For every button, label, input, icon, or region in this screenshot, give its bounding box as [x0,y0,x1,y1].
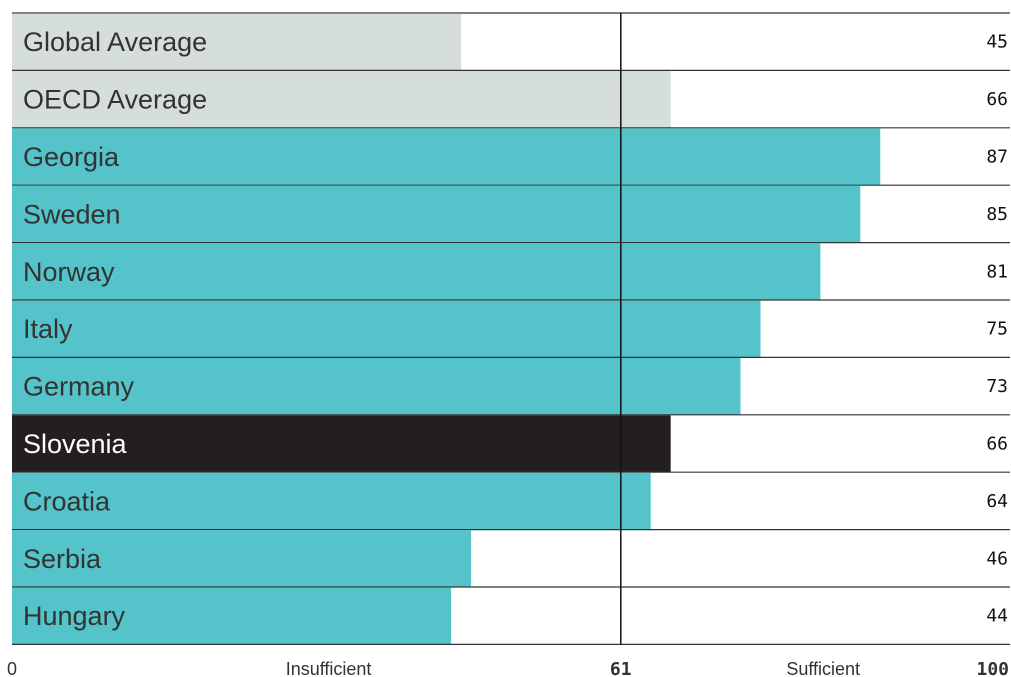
value-label: 46 [986,548,1008,569]
bar [12,243,821,300]
bar [12,13,462,71]
value-label: 73 [986,376,1008,397]
bar-row: Hungary 44 [12,586,1010,645]
bar [12,472,651,530]
bar-row: OECD Average 66 [12,69,1010,128]
bar [12,530,472,587]
category-label: Germany [23,372,135,402]
bar [12,71,671,128]
insufficient-zone-label: Insufficient [286,659,372,677]
category-label: Croatia [23,486,111,516]
category-label: Norway [23,257,115,287]
value-label: 87 [986,147,1008,168]
value-label: 66 [986,434,1008,455]
value-label: 75 [986,319,1008,340]
threshold-value-label: 61 [610,659,632,677]
value-label: 85 [986,204,1008,225]
bar-row: Germany 73 [12,356,1010,415]
bar-row: Italy 75 [12,299,1010,358]
axis-max-label: 100 [976,659,1009,677]
axis-min-label: 0 [7,659,17,677]
bar [12,358,741,415]
value-label: 81 [986,261,1008,282]
value-label: 66 [986,89,1008,110]
bar-row: Serbia 46 [12,528,1010,587]
bar-rows: Global Average 45 OECD Average 66 Georgia 87 S… [12,12,1010,646]
category-label: Italy [23,314,73,344]
bar-row: Croatia 64 [12,471,1010,530]
category-label: Slovenia [23,429,128,459]
bar [12,415,671,473]
value-label: 44 [986,606,1008,627]
bar-row: Norway 81 [12,242,1010,300]
bar-row: Slovenia 66 [12,414,1010,473]
bar [12,587,452,645]
category-label: Hungary [23,601,126,631]
sufficient-zone-label: Sufficient [786,659,860,677]
value-label: 45 [986,32,1008,53]
bar-row: Sweden 85 [12,184,1010,243]
category-label: OECD Average [23,85,207,115]
bar [12,185,861,243]
bar-row: Global Average 45 [12,12,1010,71]
bar-row: Georgia 87 [12,127,1010,186]
bar [12,128,881,186]
category-label: Global Average [23,27,207,57]
category-label: Sweden [23,199,121,229]
value-label: 64 [986,491,1008,512]
category-label: Serbia [23,544,102,574]
category-label: Georgia [23,142,120,172]
bar [12,300,761,358]
x-axis: 0 Insufficient 61 Sufficient 100 [7,659,1009,677]
